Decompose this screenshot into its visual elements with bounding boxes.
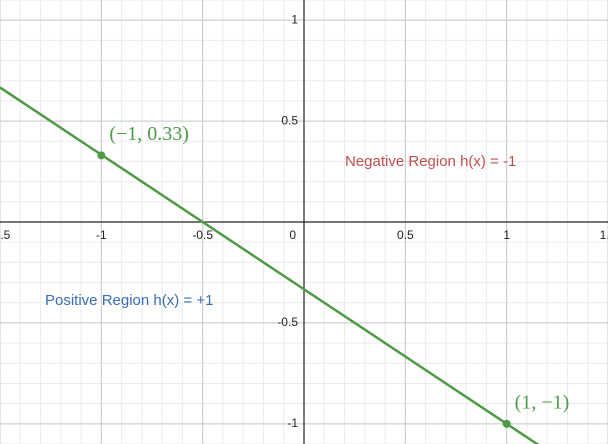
x-tick-label: -1	[96, 228, 107, 242]
y-tick-label: -0.5	[277, 315, 298, 329]
annotation: Positive Region h(x) = +1	[45, 292, 213, 309]
point	[502, 419, 511, 428]
line	[0, 86, 540, 444]
y-tick-label: 0.5	[281, 113, 298, 127]
annotation: Negative Region h(x) = -1	[345, 153, 516, 170]
point-label: (1, −1)	[515, 391, 570, 413]
y-tick-label: 1	[291, 12, 298, 26]
x-tick-label: 0	[289, 228, 296, 242]
x-tick-label: 1	[503, 228, 510, 242]
x-tick-label: -0.5	[192, 228, 213, 242]
y-tick-label: -1	[287, 416, 298, 430]
x-tick-label: 1.5	[600, 228, 608, 242]
x-tick-label: 0.5	[397, 228, 414, 242]
point	[97, 151, 106, 160]
point-label: (−1, 0.33)	[109, 123, 189, 145]
x-tick-label: -1.5	[0, 228, 11, 242]
